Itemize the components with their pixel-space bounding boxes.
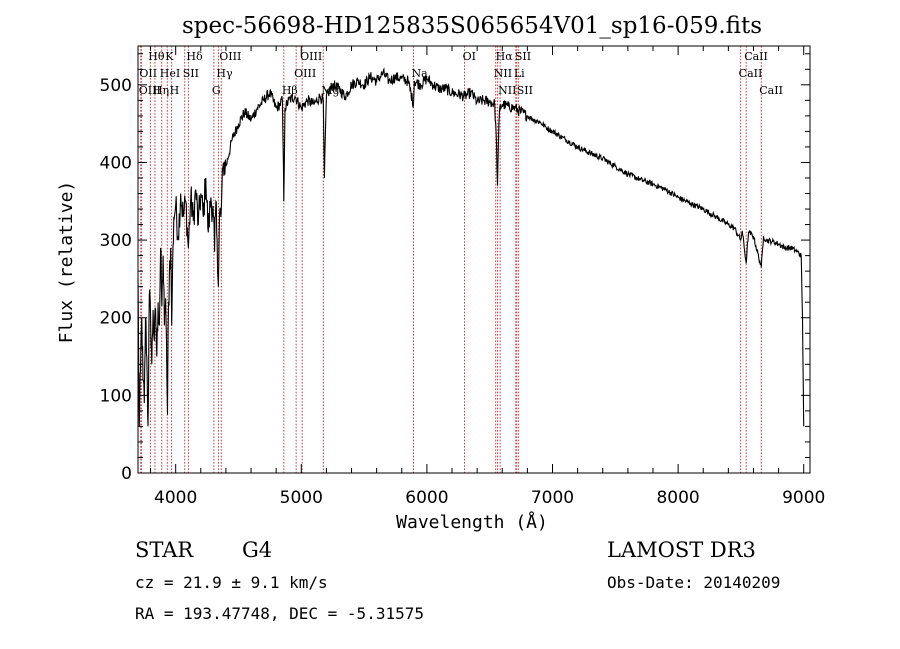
spectral-line-label: Hθ <box>148 50 165 63</box>
plot-frame <box>137 45 811 474</box>
spectral-line-label: HeI <box>160 67 180 80</box>
redshift-cz: cz = 21.9 ± 9.1 km/s <box>135 573 328 592</box>
spectral-line-label: OI <box>463 50 476 63</box>
x-tick-label: 5000 <box>280 488 323 508</box>
object-class: STAR <box>135 538 194 562</box>
x-tick-label: 9000 <box>782 488 825 508</box>
spectral-lines <box>140 46 762 473</box>
coordinates: RA = 193.47748, DEC = -5.31575 <box>135 604 424 623</box>
spectral-line-label: OIII <box>219 50 241 63</box>
y-tick-label: 300 <box>100 231 132 251</box>
x-tick-label: 6000 <box>405 488 448 508</box>
y-tick-label: 500 <box>100 76 132 96</box>
spectral-line-label: Hδ <box>186 50 203 63</box>
survey-name: LAMOST DR3 <box>607 538 756 562</box>
x-axis-label: Wavelength (Å) <box>396 511 548 533</box>
flux-series-line <box>137 67 805 427</box>
spectral-line-label: NII <box>494 67 512 80</box>
spectral-line-label: K <box>165 50 174 63</box>
object-subclass: G4 <box>242 538 273 562</box>
spectral-line-label: NII <box>498 84 516 97</box>
spectral-line-label: SII <box>515 50 531 63</box>
observation-date: Obs-Date: 20140209 <box>607 573 781 592</box>
chart-title: spec-56698-HD125835S065654V01_sp16-059.f… <box>182 13 762 39</box>
spectral-line-label: Li <box>514 67 525 80</box>
x-tick-label: 8000 <box>656 488 699 508</box>
y-tick-label: 400 <box>100 153 132 173</box>
spectral-line-label: H <box>170 84 180 97</box>
spectral-line-label: Hα <box>496 50 514 63</box>
y-axis-label: Flux (relative) <box>56 181 77 344</box>
x-tick-label: 7000 <box>531 488 574 508</box>
x-tick-label: 4000 <box>154 488 197 508</box>
spectral-line-label: SII <box>183 67 199 80</box>
spectral-line-label: Hη <box>153 84 169 97</box>
spectral-line-label: OIII <box>294 67 316 80</box>
spectral-line-label: OII <box>139 67 157 80</box>
spectral-line-label: CaII <box>759 84 783 97</box>
axis-ticks: 4000 5000 6000 7000 8000 9000 0 100 200 300 400 500 <box>100 46 825 508</box>
y-tick-label: 100 <box>100 386 132 406</box>
y-tick-label: 200 <box>100 309 132 329</box>
spectral-line-label: SII <box>517 84 533 97</box>
spectral-line-label: CaII <box>739 67 763 80</box>
spectral-line-label: G <box>212 84 221 97</box>
y-tick-label: 0 <box>121 464 132 484</box>
spectral-line-label: OIII <box>300 50 322 63</box>
spectral-line-label: Hβ <box>282 84 298 97</box>
spectral-line-label: Hγ <box>216 67 233 80</box>
spectral-line-label: OIII <box>139 84 161 97</box>
spectral-line-label: CaII <box>744 50 768 63</box>
